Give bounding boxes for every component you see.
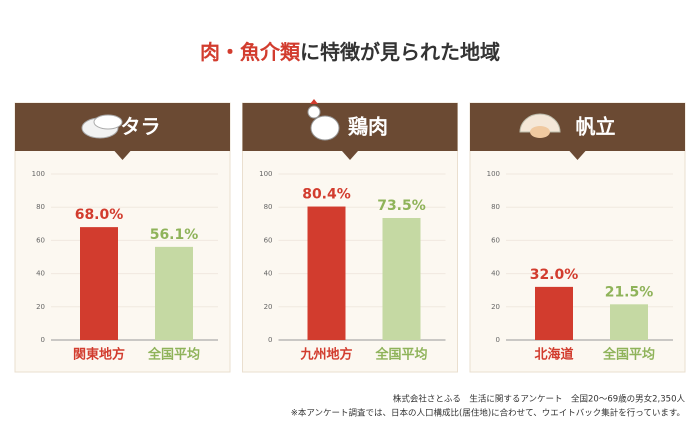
value-label: 68.0% (75, 207, 124, 223)
y-tick-label: 0 (41, 336, 45, 344)
x-tick-label: 北海道 (534, 347, 573, 363)
title-rest: に特徴が見られた地域 (300, 40, 500, 64)
y-tick-label: 40 (264, 270, 273, 278)
y-tick-label: 0 (496, 336, 500, 344)
panel-header (15, 103, 230, 151)
header-pointer (342, 151, 358, 160)
title-highlight: 肉・魚介類 (200, 40, 301, 64)
panel-title: 鶏肉 (348, 115, 388, 139)
panel-title: 帆立 (576, 115, 616, 139)
x-tick-label: 全国平均 (147, 347, 200, 363)
y-tick-label: 80 (264, 203, 273, 211)
y-tick-label: 20 (264, 303, 273, 311)
x-tick-label: 全国平均 (374, 347, 427, 363)
chicken-icon (307, 99, 340, 141)
y-tick-label: 60 (264, 236, 273, 244)
y-tick-label: 100 (259, 170, 272, 178)
y-tick-label: 20 (491, 303, 500, 311)
panel-header (470, 103, 685, 151)
y-tick-label: 0 (268, 336, 272, 344)
value-label: 73.5% (377, 198, 426, 214)
header-pointer (569, 151, 586, 160)
value-label: 21.5% (605, 284, 654, 300)
x-tick-label: 九州地方 (299, 347, 352, 363)
x-tick-label: 関東地方 (73, 347, 125, 363)
y-tick-label: 40 (491, 270, 500, 278)
y-tick-label: 100 (32, 170, 45, 178)
y-tick-label: 80 (36, 203, 45, 211)
bar (382, 217, 421, 340)
y-tick-label: 40 (36, 270, 45, 278)
panel-title: タラ (121, 115, 161, 139)
page-title: 肉・魚介類に特徴が見られた地域 (200, 40, 500, 64)
y-tick-label: 80 (491, 203, 500, 211)
y-tick-label: 20 (36, 303, 45, 311)
value-label: 32.0% (530, 267, 579, 283)
bar (535, 286, 573, 340)
bar (307, 206, 346, 340)
x-tick-label: 全国平均 (602, 347, 655, 363)
value-label: 56.1% (150, 227, 199, 243)
panel-header (242, 103, 458, 151)
footnote: ※本アンケート調査では、日本の人口構成比(居住地)に合わせて、ウエイトバック集計… (291, 408, 685, 419)
y-tick-label: 100 (487, 170, 500, 178)
scallop-icon (519, 113, 561, 138)
bar (80, 227, 118, 340)
footnote: 株式会社さとふる 生活に関するアンケート 全国20～69歳の男女2,350人 (393, 394, 686, 405)
fish-icon (81, 114, 123, 139)
bar (610, 304, 648, 340)
y-tick-label: 60 (36, 236, 45, 244)
value-label: 80.4% (302, 187, 351, 203)
bar (155, 246, 193, 340)
header-pointer (114, 151, 131, 160)
y-tick-label: 60 (491, 236, 500, 244)
